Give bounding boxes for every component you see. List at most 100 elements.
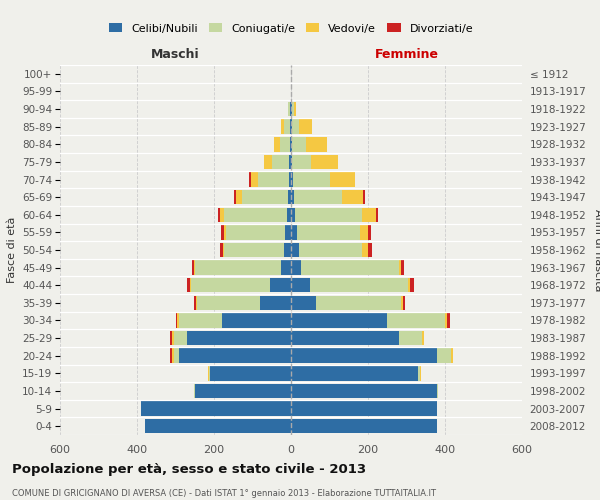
Bar — [399, 260, 401, 275]
Bar — [294, 190, 342, 204]
Bar — [291, 384, 437, 398]
Bar — [422, 331, 424, 345]
Legend: Celibi/Nubili, Coniugati/e, Vedovi/e, Divorziati/e: Celibi/Nubili, Coniugati/e, Vedovi/e, Di… — [104, 19, 478, 38]
Bar — [220, 208, 224, 222]
Bar — [360, 225, 368, 240]
Text: Femmine: Femmine — [374, 48, 439, 62]
Bar — [289, 172, 291, 186]
Bar — [291, 120, 292, 134]
Bar — [190, 278, 191, 292]
Bar — [291, 190, 294, 204]
Bar — [291, 208, 295, 222]
Text: Maschi: Maschi — [151, 48, 200, 62]
Bar — [291, 154, 292, 169]
Bar — [218, 208, 220, 222]
Bar — [234, 190, 236, 204]
Bar — [329, 172, 355, 186]
Bar — [362, 208, 376, 222]
Bar — [316, 296, 401, 310]
Bar — [401, 260, 404, 275]
Bar — [295, 208, 362, 222]
Bar — [176, 314, 178, 328]
Bar — [173, 348, 179, 363]
Bar — [170, 348, 172, 363]
Text: COMUNE DI GRICIGNANO DI AVERSA (CE) - Dati ISTAT 1° gennaio 2013 - Elaborazione : COMUNE DI GRICIGNANO DI AVERSA (CE) - Da… — [12, 489, 436, 498]
Bar — [291, 402, 437, 416]
Bar — [292, 154, 311, 169]
Bar — [258, 172, 289, 186]
Bar — [170, 331, 172, 345]
Text: Popolazione per età, sesso e stato civile - 2013: Popolazione per età, sesso e stato civil… — [12, 462, 366, 475]
Bar — [291, 366, 418, 380]
Bar — [223, 243, 224, 257]
Bar — [376, 208, 377, 222]
Bar — [291, 331, 399, 345]
Bar — [291, 102, 292, 117]
Bar — [368, 243, 372, 257]
Bar — [368, 225, 371, 240]
Bar — [194, 260, 195, 275]
Bar — [292, 102, 293, 117]
Bar — [224, 243, 284, 257]
Bar — [364, 190, 365, 204]
Bar — [293, 172, 329, 186]
Bar — [401, 296, 403, 310]
Bar — [291, 419, 437, 434]
Bar — [236, 190, 242, 204]
Bar — [451, 348, 453, 363]
Bar — [195, 260, 281, 275]
Bar — [187, 278, 190, 292]
Bar — [226, 225, 285, 240]
Bar — [191, 278, 270, 292]
Bar — [291, 137, 292, 152]
Bar — [445, 314, 447, 328]
Bar — [248, 172, 251, 186]
Bar — [274, 137, 280, 152]
Bar — [173, 331, 187, 345]
Bar — [179, 348, 291, 363]
Bar — [270, 278, 291, 292]
Bar — [284, 243, 291, 257]
Bar — [291, 278, 310, 292]
Bar — [291, 243, 299, 257]
Bar — [290, 137, 291, 152]
Bar — [192, 260, 194, 275]
Bar — [403, 296, 404, 310]
Bar — [197, 296, 260, 310]
Bar — [420, 366, 421, 380]
Bar — [251, 172, 258, 186]
Bar — [287, 102, 289, 117]
Bar — [195, 384, 291, 398]
Y-axis label: Anni di nascita: Anni di nascita — [593, 209, 600, 291]
Bar — [291, 348, 437, 363]
Bar — [299, 120, 312, 134]
Bar — [221, 225, 224, 240]
Bar — [289, 154, 291, 169]
Bar — [362, 243, 368, 257]
Bar — [290, 102, 291, 117]
Bar — [301, 260, 399, 275]
Bar — [387, 314, 445, 328]
Bar — [447, 314, 450, 328]
Bar — [399, 331, 422, 345]
Bar — [293, 102, 296, 117]
Bar — [222, 314, 291, 328]
Bar — [287, 208, 291, 222]
Bar — [265, 154, 272, 169]
Bar — [285, 225, 291, 240]
Bar — [292, 137, 305, 152]
Bar — [281, 260, 291, 275]
Bar — [272, 154, 289, 169]
Bar — [172, 331, 173, 345]
Bar — [208, 366, 209, 380]
Bar — [209, 366, 210, 380]
Bar — [299, 243, 362, 257]
Bar — [288, 190, 291, 204]
Bar — [224, 208, 287, 222]
Bar — [281, 120, 284, 134]
Bar — [291, 296, 316, 310]
Bar — [297, 225, 360, 240]
Bar — [194, 384, 195, 398]
Bar — [194, 296, 196, 310]
Bar — [291, 172, 293, 186]
